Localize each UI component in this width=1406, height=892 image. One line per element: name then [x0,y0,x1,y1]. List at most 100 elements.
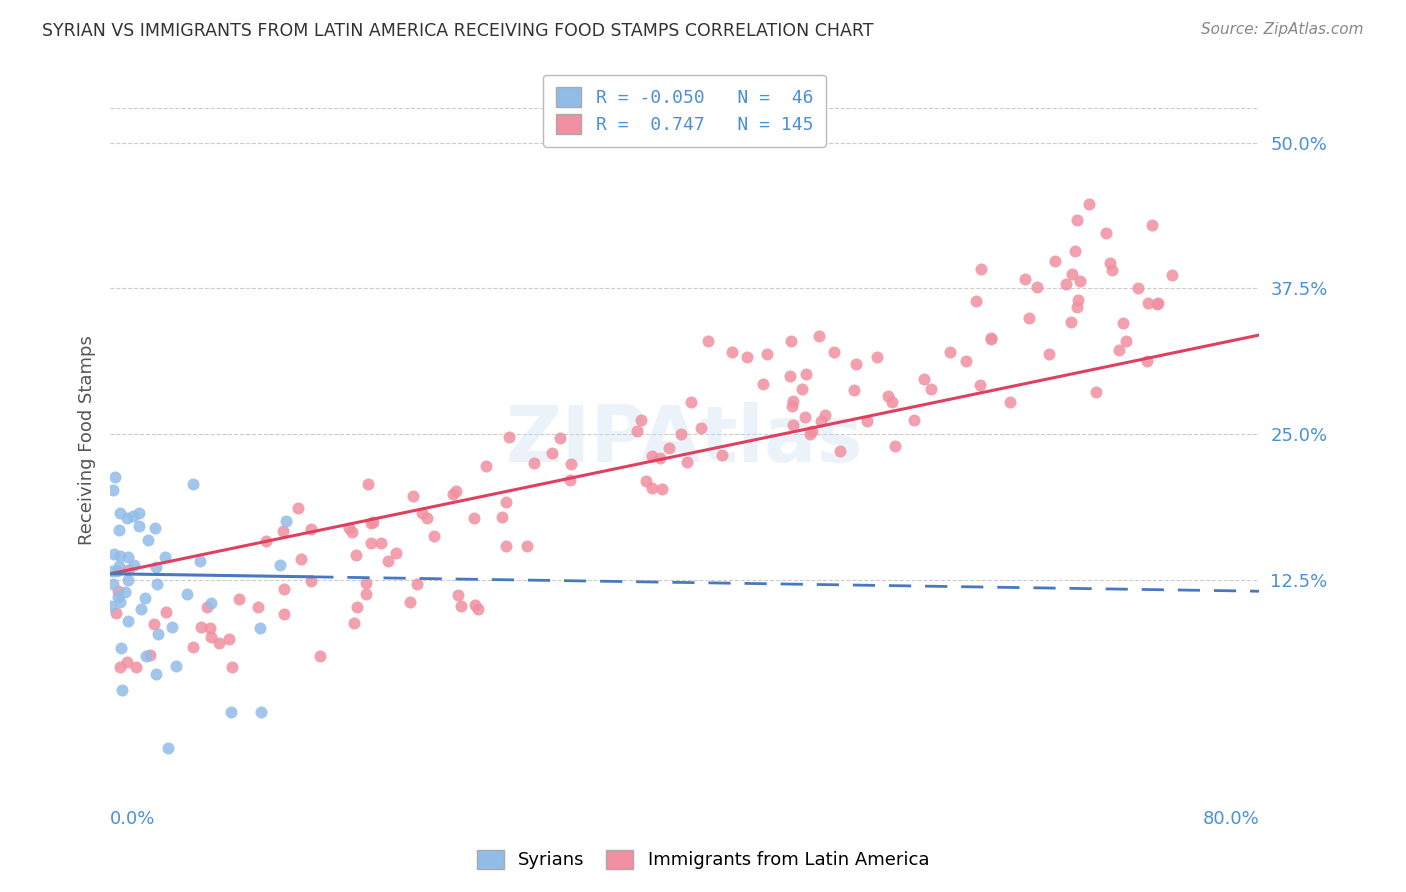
Point [799,426,821,441]
Point [626,425,648,439]
Text: Source: ZipAtlas.com: Source: ZipAtlas.com [1201,22,1364,37]
Point [346,599,368,614]
Point [828,443,851,458]
Point [970,261,993,276]
Point [1147,295,1170,310]
Point [650,451,672,466]
Point [254,534,277,549]
Point [377,554,399,568]
Point [228,592,250,607]
Point [447,588,470,602]
Point [160,620,183,634]
Point [965,293,987,308]
Point [1018,310,1040,325]
Point [1084,384,1107,399]
Point [101,483,124,497]
Point [1067,293,1090,308]
Point [735,351,758,365]
Point [676,455,699,469]
Point [115,656,138,670]
Point [669,427,692,442]
Point [1161,268,1184,282]
Y-axis label: Receiving Food Stamps: Receiving Food Stamps [79,334,96,545]
Point [912,372,935,386]
Point [630,413,652,427]
Point [361,515,384,529]
Point [794,409,817,424]
Point [129,602,152,616]
Point [105,565,128,579]
Point [299,574,322,589]
Point [463,510,485,524]
Point [1060,267,1083,281]
Point [1054,277,1077,292]
Point [955,353,977,368]
Point [882,394,904,409]
Point [411,507,433,521]
Point [190,620,212,634]
Point [1140,218,1163,232]
Point [794,367,817,381]
Point [360,516,382,531]
Point [200,630,222,644]
Point [516,539,538,553]
Point [1146,296,1168,310]
Point [752,376,775,391]
Point [651,482,673,496]
Point [877,389,900,403]
Point [1126,281,1149,295]
Text: 0.0%: 0.0% [110,810,156,828]
Point [1069,274,1091,288]
Point [1014,271,1036,285]
Point [866,351,889,365]
Point [560,457,582,471]
Point [107,590,129,604]
Point [1064,244,1087,259]
Point [467,602,489,616]
Point [979,331,1001,345]
Point [980,332,1002,346]
Point [128,506,150,520]
Point [273,524,295,539]
Point [1038,347,1060,361]
Point [181,640,204,655]
Point [450,599,472,613]
Point [117,563,139,577]
Point [110,549,132,564]
Point [1112,316,1135,330]
Text: SYRIAN VS IMMIGRANTS FROM LATIN AMERICA RECEIVING FOOD STAMPS CORRELATION CHART: SYRIAN VS IMMIGRANTS FROM LATIN AMERICA … [42,22,873,40]
Point [176,587,198,601]
Point [290,551,312,566]
Point [969,378,991,392]
Point [110,595,132,609]
Point [1066,300,1088,314]
Point [399,595,422,609]
Point [117,549,139,564]
Point [107,559,129,574]
Point [135,648,157,663]
Point [681,395,703,409]
Point [920,382,942,396]
Point [441,487,464,501]
Point [416,511,439,525]
Point [1115,334,1137,348]
Point [143,616,166,631]
Point [104,606,127,620]
Point [444,484,467,499]
Point [107,523,129,537]
Point [1136,353,1159,368]
Point [100,599,122,613]
Point [1108,343,1130,357]
Point [1099,256,1122,270]
Point [697,334,720,349]
Point [157,741,180,756]
Point [1026,279,1049,293]
Point [357,477,380,491]
Point [779,368,801,383]
Point [782,418,804,433]
Point [273,582,295,597]
Point [221,660,243,674]
Point [117,511,139,525]
Point [640,449,662,463]
Point [128,519,150,533]
